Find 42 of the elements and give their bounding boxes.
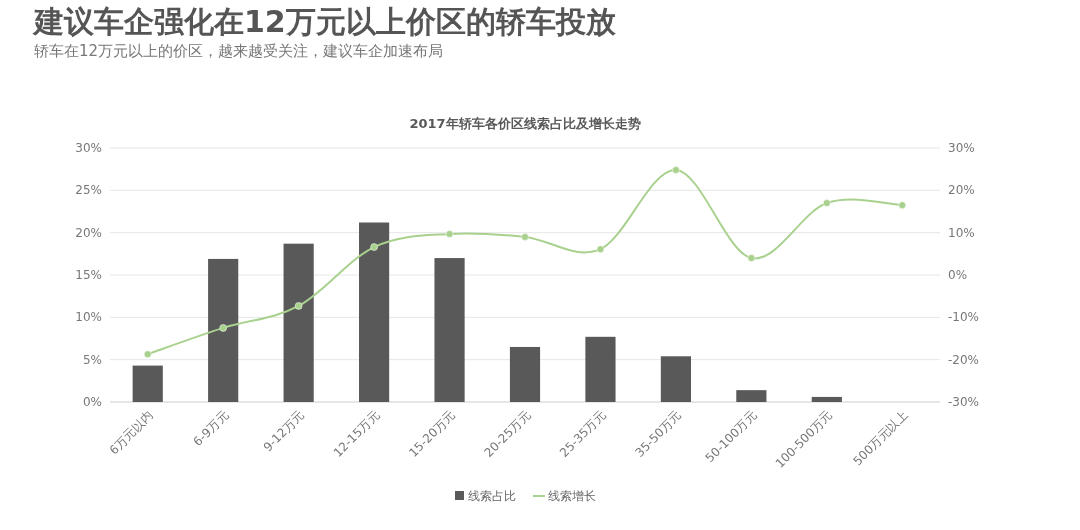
point <box>294 302 303 310</box>
point <box>898 201 907 209</box>
legend-label: 线索增长 <box>548 489 596 503</box>
bar <box>359 222 390 402</box>
y-tick-label: 10% <box>75 310 102 325</box>
text: 2017年轿车各价区线索占比及增长走势 <box>409 116 641 131</box>
point <box>747 254 756 262</box>
point <box>370 243 378 251</box>
y-tick-label: 25% <box>75 183 102 198</box>
point <box>823 199 831 207</box>
point <box>521 233 529 241</box>
bar <box>208 258 239 402</box>
bar <box>132 365 163 402</box>
bar <box>811 396 842 402</box>
y2-tick-label: -10% <box>948 310 980 325</box>
y2-tick-label: 10% <box>948 225 975 240</box>
x-tick-label: 6-9万元 <box>190 408 232 449</box>
bar <box>660 356 691 402</box>
point <box>596 245 605 253</box>
point <box>672 166 680 174</box>
y-tick-label: 15% <box>75 268 102 282</box>
bar <box>283 243 314 402</box>
point <box>219 324 227 332</box>
y-tick-label: 5% <box>82 352 102 367</box>
y2-tick-label: 30% <box>948 141 975 155</box>
legend-label: 线索占比 <box>468 489 516 503</box>
point <box>445 230 454 238</box>
point <box>143 350 152 358</box>
bar <box>585 336 616 402</box>
y2-tick-label: -30% <box>948 395 980 409</box>
chart-title: 建议车企强化在12万元以上价区的轿车投放 <box>32 4 617 39</box>
chart-subtitle: 轿车在12万元以上的价区，越来越受关注，建议车企加速布局 <box>34 42 444 60</box>
x-tick-label: 6万元以内 <box>106 408 156 458</box>
y2-tick-label: 0% <box>948 268 968 282</box>
bar <box>434 258 465 402</box>
y-tick-label: 20% <box>75 225 102 240</box>
bar <box>736 390 767 402</box>
y2-tick-label: -20% <box>948 352 980 367</box>
y-tick-label: 30% <box>75 141 102 155</box>
y2-tick-label: 20% <box>948 183 975 198</box>
bar <box>509 346 541 402</box>
y-tick-label: 0% <box>82 395 102 409</box>
